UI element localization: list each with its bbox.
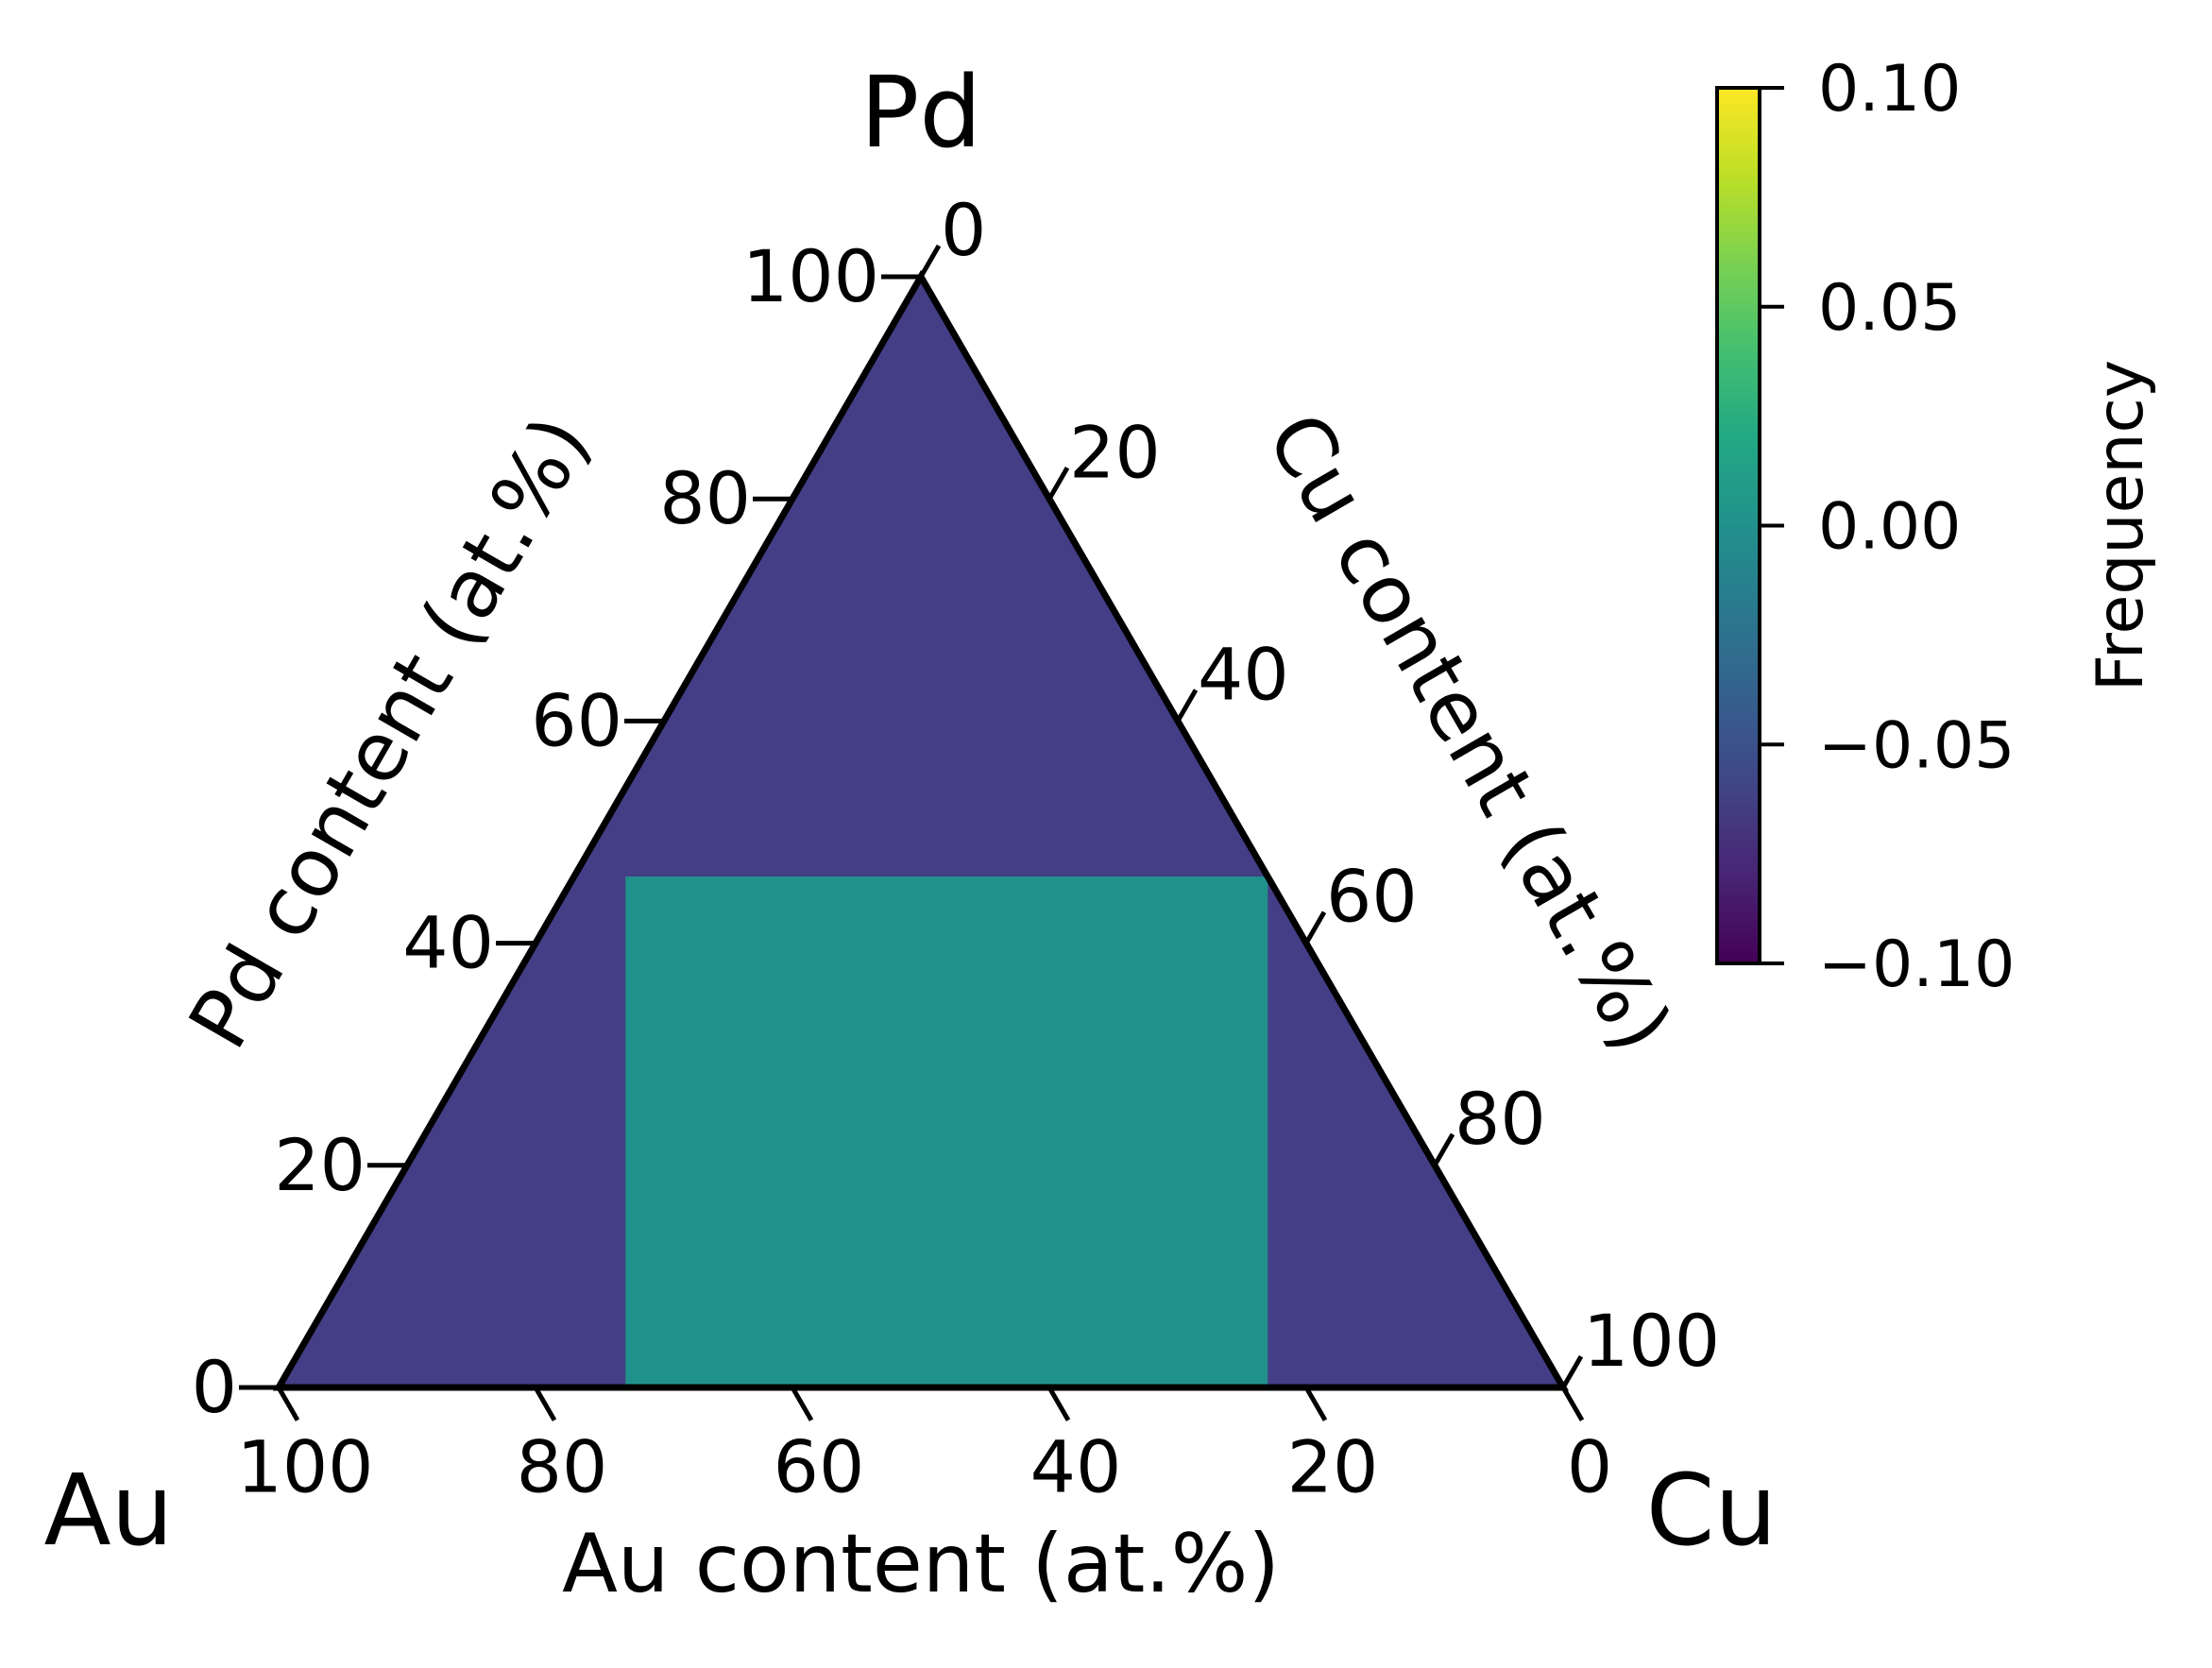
au-axis-tick xyxy=(533,1386,557,1421)
pd-axis-tick-label: 20 xyxy=(274,1123,366,1207)
cu-axis-tick-label: 20 xyxy=(1069,410,1161,494)
cu-axis-tick-label: 40 xyxy=(1198,632,1289,716)
cu-axis-tick xyxy=(1432,1132,1455,1167)
cu-axis-tick xyxy=(1560,1354,1584,1389)
colorbar-tick-label: 0.05 xyxy=(1818,271,1961,346)
ternary-outline xyxy=(272,270,1570,1391)
colorbar-tick-label: 0.10 xyxy=(1818,52,1961,127)
pd-axis-tick-label: 60 xyxy=(531,678,622,762)
colorbar-tick-label: −0.10 xyxy=(1818,928,2015,1002)
au-axis-tick xyxy=(1303,1386,1328,1421)
pd-axis-tick-label: 40 xyxy=(402,901,494,985)
vertex-label-cu: Cu xyxy=(1646,1453,1778,1568)
cu-axis-tick xyxy=(918,244,942,279)
ternary-region-0 xyxy=(625,877,1268,1387)
au-axis-tick-label: 20 xyxy=(1287,1425,1379,1509)
au-axis-tick-label: 100 xyxy=(236,1425,373,1509)
au-axis-tick-label: 80 xyxy=(517,1425,608,1509)
cu-axis-tick xyxy=(1175,689,1199,723)
cu-axis-tick-label: 80 xyxy=(1455,1077,1546,1161)
au-axis-tick xyxy=(790,1386,814,1421)
au-axis-tick-label: 40 xyxy=(1030,1425,1122,1509)
cu-axis-tick-label: 100 xyxy=(1583,1299,1720,1383)
cu-axis-tick-label: 60 xyxy=(1326,855,1418,939)
au-axis-label: Au content (at.%) xyxy=(562,1517,1280,1611)
au-axis-tick xyxy=(1560,1386,1585,1421)
colorbar-tick-label: −0.05 xyxy=(1818,708,2015,783)
colorbar xyxy=(1715,86,1761,965)
vertex-label-au: Au xyxy=(43,1453,173,1568)
au-axis-tick xyxy=(1046,1386,1071,1421)
cu-axis-tick xyxy=(1303,911,1327,945)
pd-axis-tick-label: 100 xyxy=(742,234,879,318)
pd-axis-tick-label: 80 xyxy=(659,456,751,540)
cu-axis-tick-label: 0 xyxy=(941,188,986,272)
au-axis-tick-label: 60 xyxy=(774,1425,865,1509)
colorbar-label: Frequency xyxy=(2084,360,2158,691)
pd-axis-tick-label: 0 xyxy=(192,1345,237,1429)
au-axis-tick-label: 0 xyxy=(1567,1425,1612,1509)
cu-axis-tick xyxy=(1046,467,1070,501)
vertex-label-pd: Pd xyxy=(860,55,982,170)
colorbar-tick-label: 0.00 xyxy=(1818,490,1961,565)
au-axis-tick xyxy=(276,1386,300,1421)
